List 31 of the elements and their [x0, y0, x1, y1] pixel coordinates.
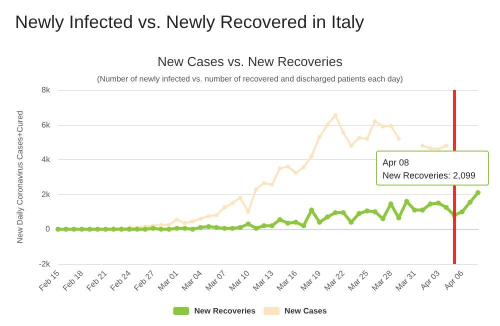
y-tick-label: 4k: [42, 155, 51, 164]
x-tick-label: Feb 21: [84, 268, 110, 293]
x-tick-label: Mar 19: [298, 268, 324, 293]
x-tick-label: Mar 04: [180, 268, 204, 293]
x-tick-label: Mar 28: [370, 268, 394, 293]
x-tick-label: Feb 24: [108, 268, 133, 293]
x-tick-label: Mar 01: [156, 268, 180, 293]
x-tick-label: Mar 13: [251, 268, 276, 293]
x-tick-label: Mar 31: [394, 268, 418, 293]
y-axis-title: New Daily Coronavirus Cases+Cured: [16, 110, 24, 244]
legend-label: New Recoveries: [194, 306, 256, 316]
legend-label: New Cases: [284, 306, 328, 316]
x-tick-label: Mar 10: [227, 268, 252, 293]
x-tick-label: Feb 27: [132, 268, 157, 293]
annotation: Apr 08 New Recoveries: 2,099: [382, 158, 476, 181]
y-tick-label: 2k: [42, 190, 51, 199]
text: (Number of newly infected vs. number of recovered and discharged patients each day): [97, 74, 404, 84]
chart-subtitle: New Cases vs. New Recoveries: [158, 54, 343, 69]
x-tick-label: Apr 03: [418, 268, 442, 292]
y-tick-label: 6k: [42, 120, 51, 130]
x-tick-label: Mar 16: [274, 268, 300, 293]
y-tick-label: -2k: [38, 260, 51, 268]
x-tick-label: Mar 07: [204, 268, 228, 293]
chart-title: Newly Infected vs. Newly Recovered in Italy: [15, 12, 364, 32]
y-tick-label: 8k: [42, 86, 51, 94]
x-tick-label: Mar 22: [322, 268, 347, 293]
x-tick-label: Feb 18: [61, 268, 86, 293]
x-tick-label: Feb 15: [37, 268, 62, 293]
x-tick-label: Apr 06: [442, 268, 466, 292]
y-tick-label: 0: [46, 224, 51, 234]
x-tick-label: Mar 25: [346, 268, 371, 293]
